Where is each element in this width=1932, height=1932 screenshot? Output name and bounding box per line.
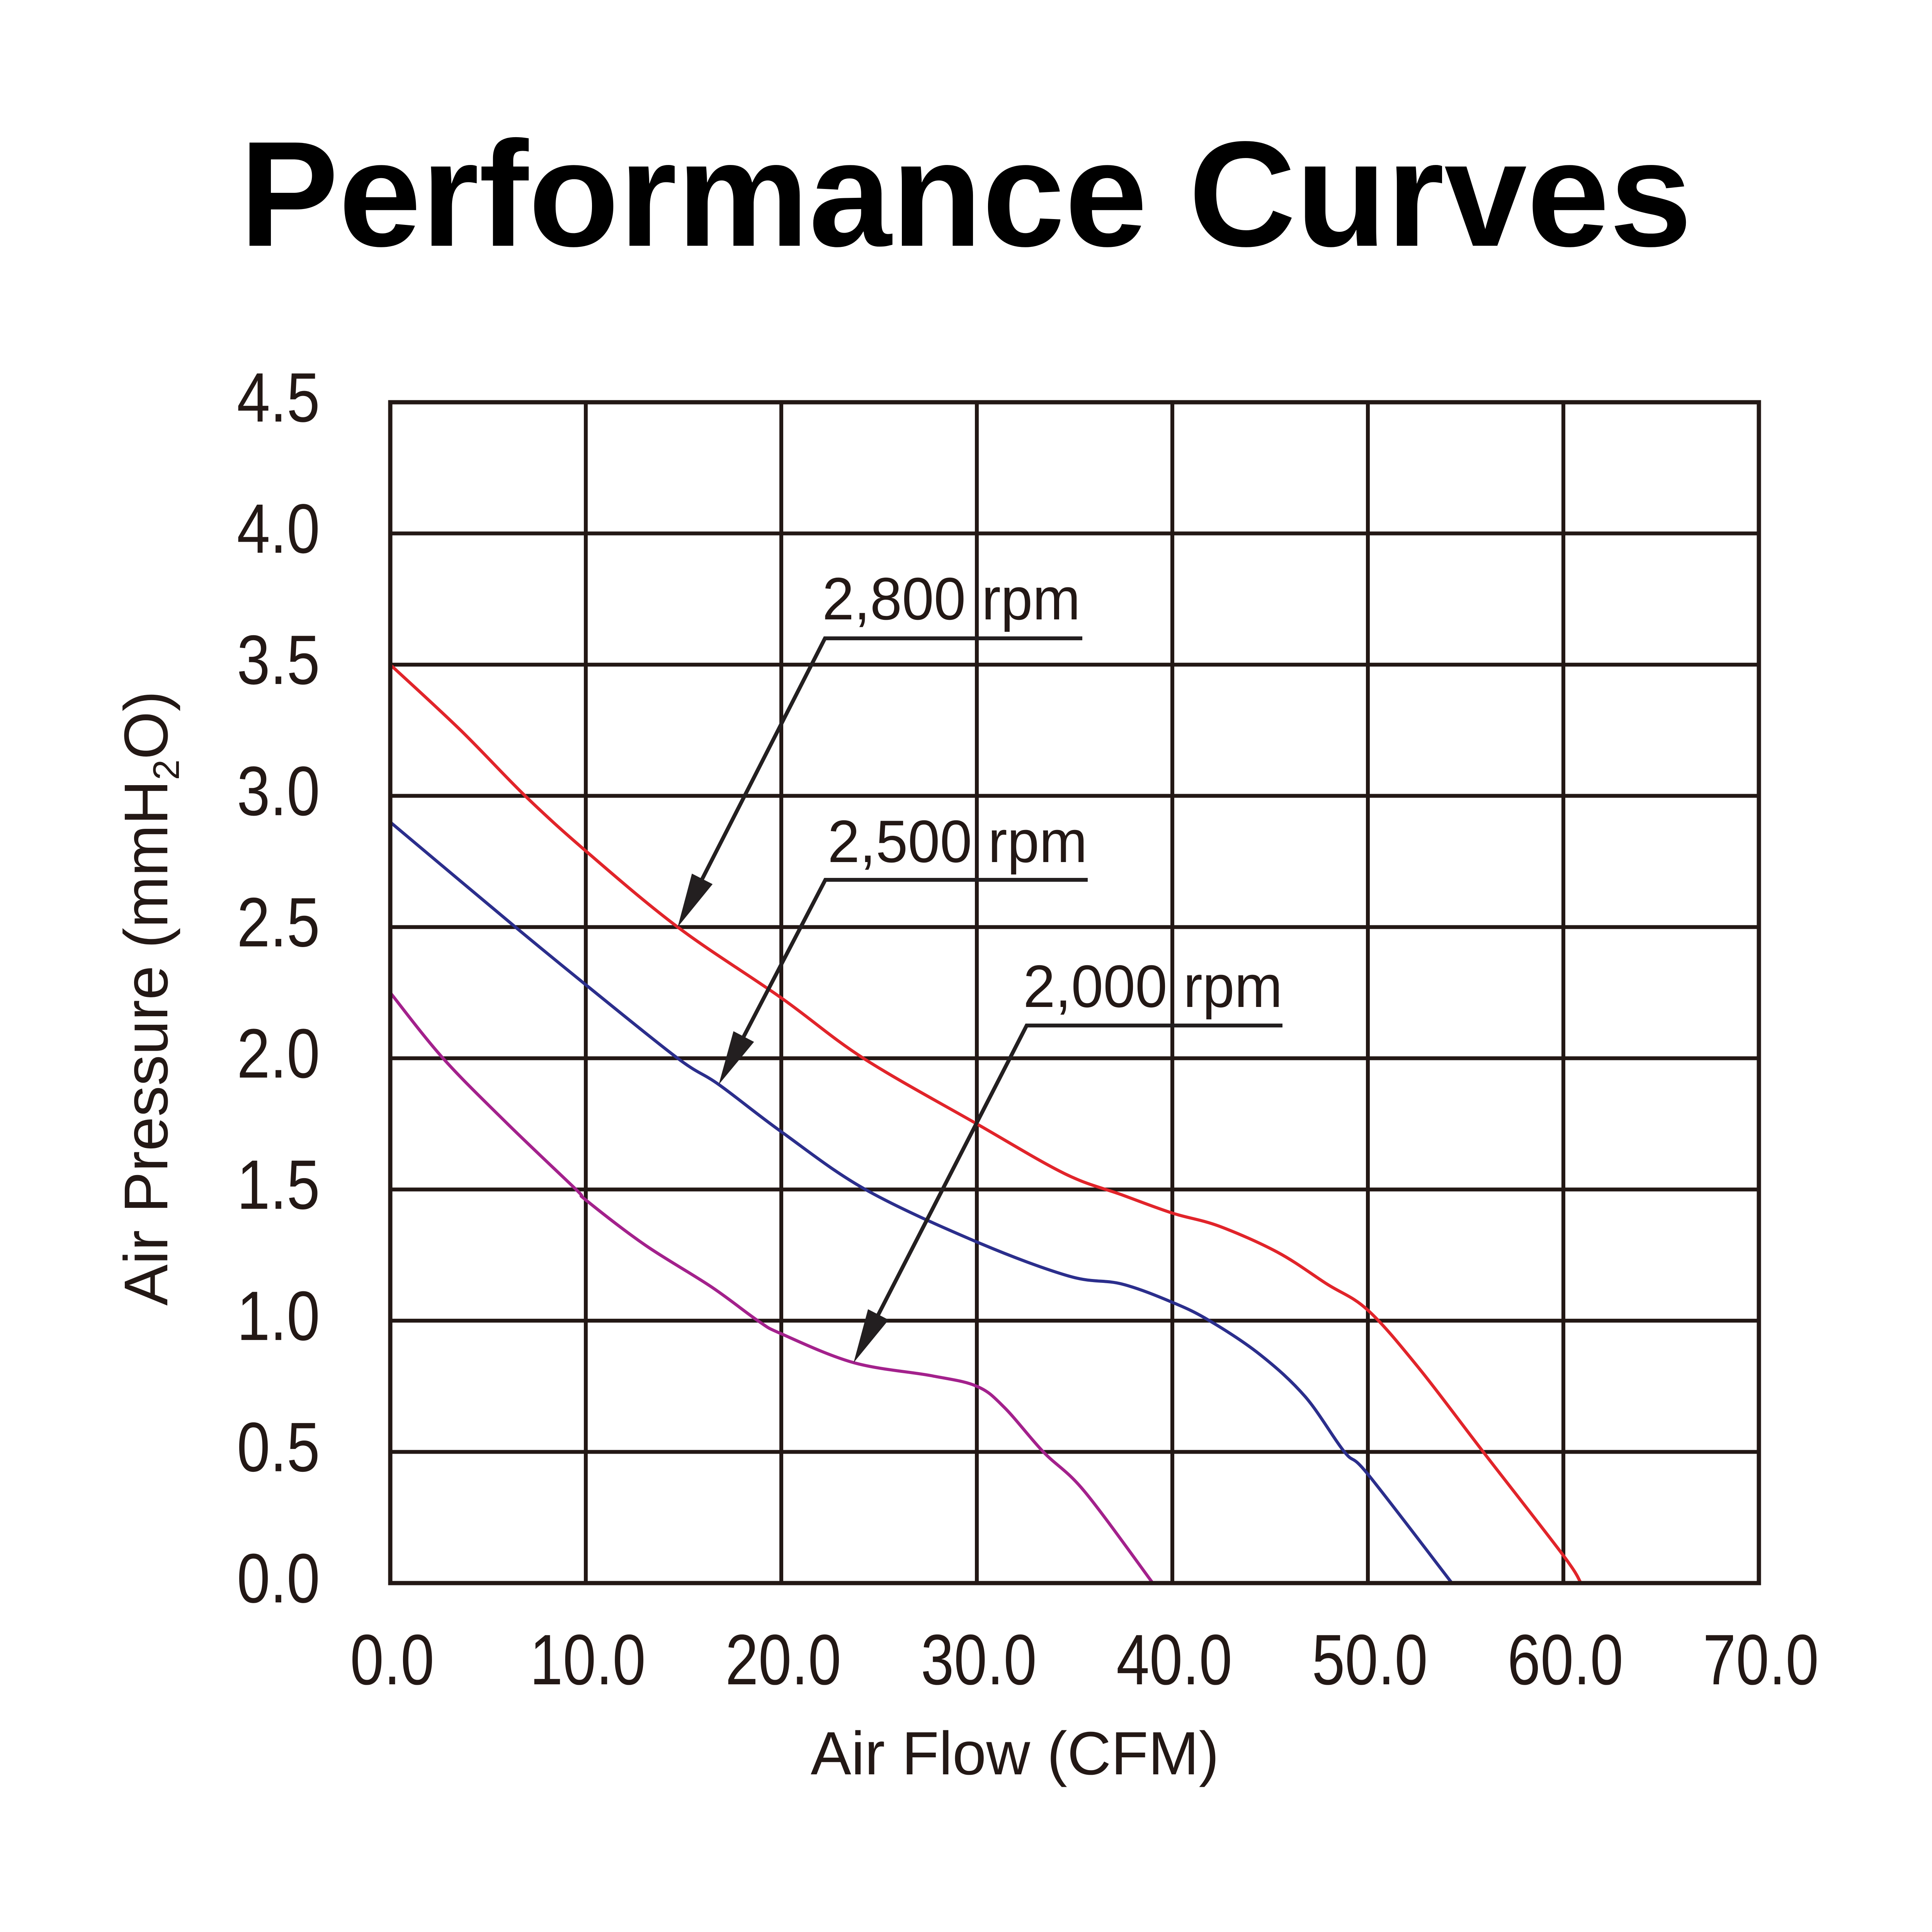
leader-line	[699, 636, 1082, 883]
y-tick-label: 2.5	[237, 883, 320, 961]
arrowhead-icon	[854, 1309, 889, 1363]
y-tick-label: 0.5	[237, 1408, 320, 1486]
x-tick-label: 60.0	[1507, 1620, 1623, 1700]
series-annotations: 2,800 rpm 2,500 rpm 2,000 rpm	[677, 565, 1282, 1363]
chart-title: Performance Curves	[240, 111, 1692, 278]
series-annotation: 2,500 rpm	[719, 808, 1088, 1085]
y-tick-label: 4.5	[237, 359, 320, 437]
x-tick-label: 10.0	[530, 1620, 646, 1700]
arrowhead-icon	[677, 873, 713, 927]
y-tick-labels: 0.0 0.5 1.0 1.5 2.0 2.5 3.0 3.5 4.0 4.5	[237, 359, 320, 1617]
x-tick-label: 20.0	[725, 1620, 841, 1700]
y-tick-label: 3.5	[237, 621, 320, 699]
leader-line	[740, 878, 1088, 1041]
y-tick-label: 1.0	[237, 1277, 320, 1355]
curves	[389, 663, 1582, 1584]
x-tick-label: 50.0	[1312, 1620, 1428, 1700]
y-axis-title-subscript: 2	[146, 760, 187, 780]
series-label: 2,500 rpm	[828, 808, 1087, 875]
x-axis-title: Air Flow (CFM)	[811, 1719, 1219, 1787]
x-tick-label: 70.0	[1703, 1620, 1819, 1700]
series-label: 2,000 rpm	[1023, 953, 1282, 1020]
series-line-2800rpm	[389, 663, 1582, 1584]
series-label: 2,800 rpm	[822, 565, 1080, 632]
series-annotation: 2,800 rpm	[677, 565, 1082, 927]
arrowhead-icon	[719, 1031, 754, 1085]
y-tick-label: 1.5	[237, 1146, 320, 1224]
y-tick-label: 4.0	[237, 490, 320, 568]
plot-frame	[388, 400, 1761, 1585]
x-tick-labels: 0.0 10.0 20.0 30.0 40.0 50.0 60.0 70.0	[350, 1620, 1819, 1700]
x-tick-label: 40.0	[1116, 1620, 1232, 1700]
y-axis-title-end: O)	[111, 691, 180, 760]
series-line-2000rpm	[389, 992, 1154, 1584]
series-line-2500rpm	[389, 821, 1453, 1584]
y-tick-label: 3.0	[237, 752, 320, 830]
y-axis-title: Air Pressure (mmH2O)	[111, 691, 187, 1306]
y-axis-title-main: Air Pressure (mmH	[111, 780, 180, 1306]
series-annotation: 2,000 rpm	[854, 953, 1282, 1363]
y-tick-label: 2.0	[237, 1015, 320, 1093]
x-tick-label: 0.0	[350, 1620, 434, 1700]
y-tick-label: 0.0	[237, 1539, 320, 1617]
x-tick-label: 30.0	[921, 1620, 1037, 1700]
leader-line	[875, 1024, 1282, 1319]
